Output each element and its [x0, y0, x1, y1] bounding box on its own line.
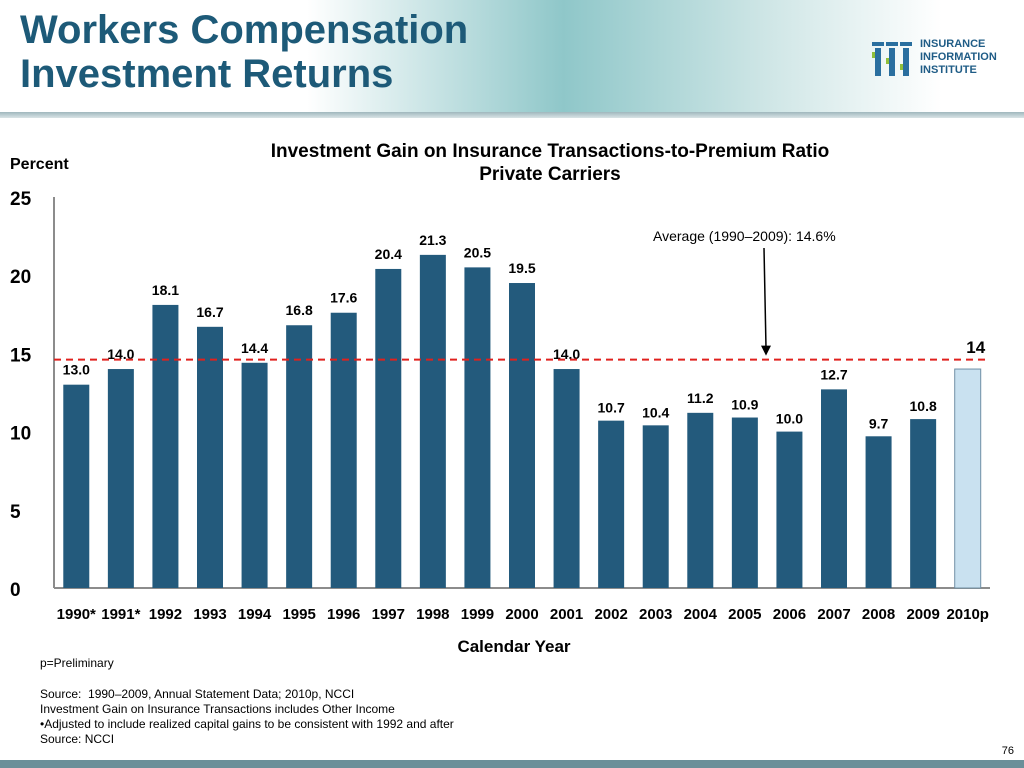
y-tick-label: 20	[10, 267, 31, 288]
data-label: 18.1	[152, 282, 179, 298]
data-label: 10.0	[776, 411, 803, 427]
data-label: 16.8	[286, 302, 313, 318]
bar-1991	[107, 369, 134, 588]
x-tick-label: 2003	[639, 606, 672, 623]
x-axis-label: Calendar Year	[457, 637, 570, 656]
data-label: 14	[966, 338, 985, 357]
x-tick-label: 2004	[684, 606, 718, 623]
bar-1990	[63, 384, 90, 588]
bar-1993	[197, 326, 223, 588]
bar-2010p	[954, 368, 982, 589]
data-label: 19.5	[508, 260, 535, 276]
data-label: 21.3	[419, 232, 446, 248]
bar-1999	[464, 267, 491, 588]
x-tick-label: 1990*	[57, 606, 96, 623]
logo-line-3: INSTITUTE	[920, 64, 977, 76]
bar-1998	[419, 254, 446, 589]
source-ncci: Source: NCCI	[40, 732, 115, 746]
y-tick-label: 5	[10, 502, 21, 523]
bottom-bar	[0, 760, 1024, 768]
x-tick-label: 2008	[862, 606, 895, 623]
x-tick-label: 2009	[906, 606, 939, 623]
data-label: 12.7	[820, 366, 847, 382]
bar-2003	[642, 425, 669, 588]
bar-2001	[553, 369, 580, 588]
bar-1996	[330, 312, 357, 588]
x-tick-label: 2010p	[946, 606, 989, 623]
x-tick-label: 2001	[550, 606, 583, 623]
data-label: 14.0	[107, 346, 134, 362]
x-tick-label: 1997	[372, 606, 405, 623]
y-tick-label: 15	[10, 345, 32, 366]
x-tick-label: 2002	[594, 606, 627, 623]
y-tick-label: 25	[10, 189, 32, 210]
logo-line-1: INSURANCE	[920, 38, 986, 50]
x-tick-label: 1994	[238, 606, 272, 623]
adjusted-note: •Adjusted to include realized capital ga…	[40, 717, 454, 731]
bar-1994	[241, 362, 268, 588]
bar-1995	[286, 325, 313, 588]
chart-title-block: Investment Gain on Insurance Transaction…	[180, 140, 920, 186]
x-tick-label: 1996	[327, 606, 360, 623]
data-label: 20.5	[464, 244, 491, 260]
data-label: 10.7	[598, 400, 625, 416]
chart-subtitle: Private Carriers	[479, 164, 621, 185]
data-label: 9.7	[869, 415, 889, 431]
preliminary-note: p=Preliminary	[40, 656, 114, 670]
bar-2004	[687, 412, 714, 588]
x-tick-label: 1993	[193, 606, 226, 623]
header-banner	[0, 0, 1024, 112]
x-tick-label: 2005	[728, 606, 761, 623]
y-axis-label: Percent	[10, 156, 69, 173]
slide-title-line-2: Investment Returns	[20, 52, 394, 96]
x-tick-label: 2007	[817, 606, 850, 623]
bar-2000	[509, 283, 535, 588]
slide-title-line-1: Workers Compensation	[20, 8, 469, 52]
y-tick-label: 0	[10, 580, 21, 601]
page-number: 76	[1001, 745, 1014, 757]
data-label: 11.2	[687, 390, 714, 406]
average-arrow-shaft	[763, 247, 767, 348]
source-line: Source: 1990–2009, Annual Statement Data…	[40, 687, 355, 701]
bar-2002	[598, 420, 625, 588]
bar-2009	[910, 419, 937, 588]
slide-title: Workers Compensation Investment Returns	[20, 8, 468, 96]
average-arrow-head	[761, 345, 771, 356]
x-tick-label: 1992	[149, 606, 182, 623]
bar-2006	[776, 431, 803, 588]
x-tick-label: 2000	[505, 606, 538, 623]
data-label: 14.4	[241, 340, 268, 356]
average-annotation: Average (1990–2009): 14.6%	[653, 228, 836, 244]
data-label: 10.8	[910, 398, 937, 414]
x-tick-label: 1999	[461, 606, 494, 623]
x-tick-label: 2006	[773, 606, 806, 623]
bar-2005	[731, 417, 758, 588]
x-tick-label: 1991*	[101, 606, 140, 623]
logo-line-2: INFORMATION	[920, 51, 997, 63]
chart-title: Investment Gain on Insurance Transaction…	[270, 141, 830, 162]
iii-logo-icon	[872, 42, 912, 76]
data-label: 13.0	[63, 362, 90, 378]
footer-notes: p=Preliminary Source: 1990–2009, Annual …	[40, 656, 740, 747]
data-label: 16.7	[196, 304, 223, 320]
bar-chart: Percent 0 5 10 15 20 25 13.0 1990* 14.0 1991* 18.1 1…	[10, 156, 990, 656]
x-tick-label: 1995	[282, 606, 315, 623]
bar-2007	[821, 389, 847, 588]
data-label: 20.4	[375, 246, 402, 262]
data-label: 17.6	[330, 290, 357, 306]
data-label: 14.0	[553, 346, 580, 362]
bar-1997	[375, 268, 402, 588]
y-tick-label: 10	[10, 424, 31, 445]
data-label: 10.9	[731, 397, 758, 413]
x-tick-label: 1998	[416, 606, 449, 623]
iii-logo: INSURANCE INFORMATION INSTITUTE	[870, 36, 1020, 80]
bar-2008	[865, 436, 892, 588]
header-divider	[0, 112, 1024, 118]
includes-note: Investment Gain on Insurance Transaction…	[40, 702, 395, 716]
bar-1992	[152, 304, 179, 588]
data-label: 10.4	[642, 404, 669, 420]
iii-logo-text: INSURANCE INFORMATION INSTITUTE	[920, 38, 1020, 77]
